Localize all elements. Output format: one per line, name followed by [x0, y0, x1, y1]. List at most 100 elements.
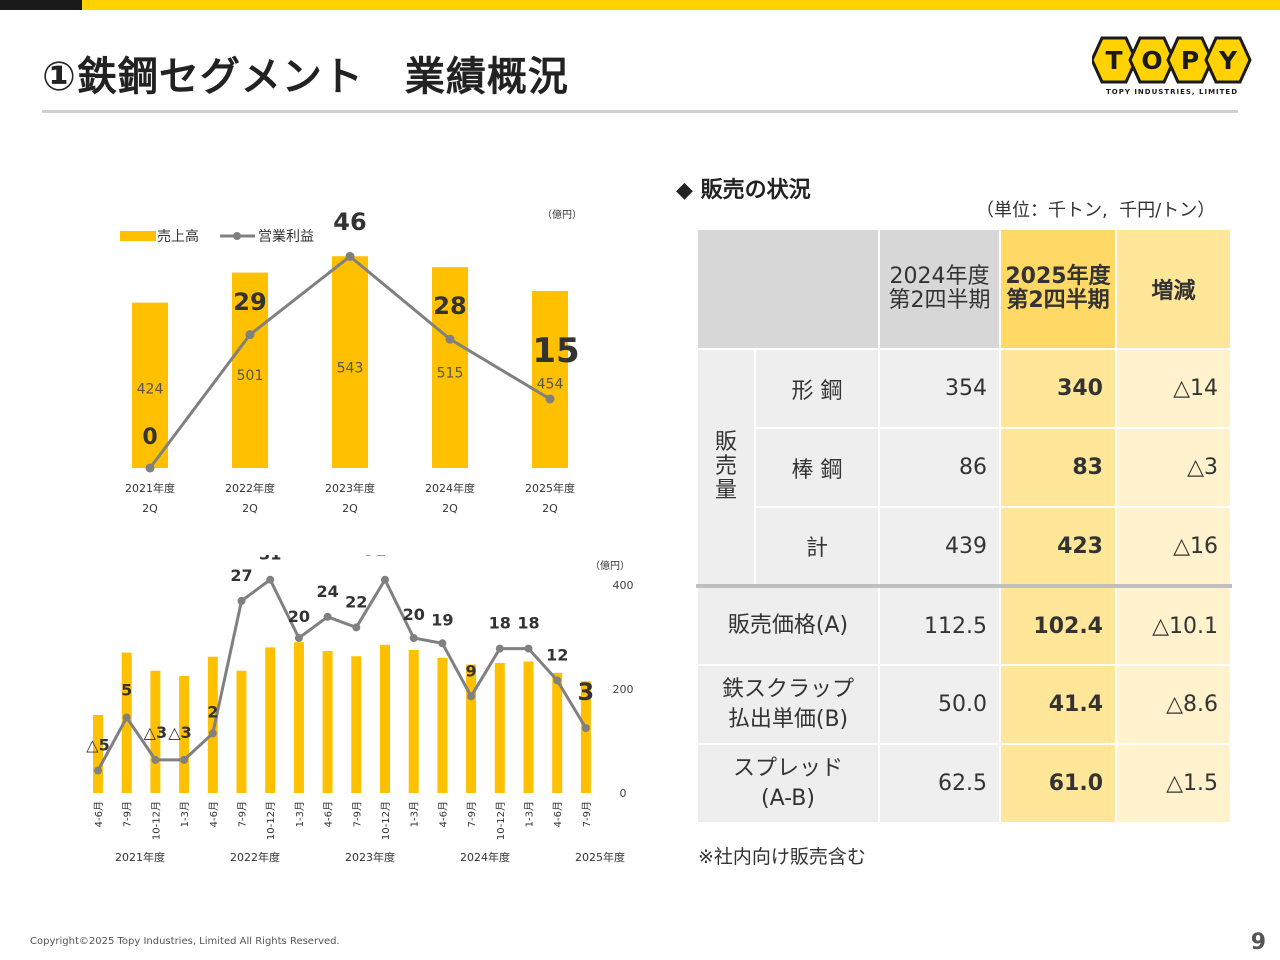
x-tick-label: 1-3月: [294, 801, 306, 827]
profit-point: [495, 644, 504, 653]
y-tick-label: 200: [613, 683, 634, 696]
profit-label: 12: [546, 645, 568, 664]
curr-value: 61.0: [999, 743, 1117, 824]
x-tick-label: 10-12月: [495, 801, 507, 840]
profit-label: 19: [431, 610, 453, 629]
sales-bar: [332, 256, 368, 468]
x-tick-label: 7-9月: [237, 801, 249, 827]
sales-bar: [437, 657, 448, 793]
x-tick-label: 2022年度: [225, 481, 275, 495]
sales-bar: [380, 644, 390, 793]
sales-table: 2024年度 第2四半期 2025年度 第2四半期 増減 販売量 形 鋼 354 3…: [696, 228, 1232, 824]
legend-bar-label: 売上高: [157, 228, 199, 245]
diff-value: △16: [1115, 506, 1232, 587]
prev-value: 439: [878, 506, 1001, 587]
x-tick-label: 4-6月: [552, 801, 564, 827]
logo-letter-o: O: [1141, 46, 1162, 75]
legend-line-marker: [233, 232, 241, 240]
prev-value: 112.5: [878, 584, 1001, 666]
profit-point: [122, 713, 131, 722]
sales-section-title: ◆ 販売の状況: [676, 178, 811, 203]
sales-bar: [322, 651, 333, 793]
profit-label: 22: [345, 592, 367, 611]
logo-subtitle: TOPY INDUSTRIES, LIMITED: [1106, 88, 1238, 96]
half-year-chart: 売上高 営業利益 （億円） 424 2021年度 2Q 501 2022年度 2Q 543 2…: [120, 208, 582, 515]
profit-point: [381, 575, 389, 584]
profit-point: [345, 251, 355, 261]
x-tick-label: 4-6月: [437, 801, 449, 827]
title-divider: [42, 110, 1238, 113]
profit-label: 24: [316, 582, 338, 601]
row-label: 計: [754, 506, 880, 587]
sales-footnote: ※社内向け販売含む: [698, 846, 866, 868]
profit-label: △3: [144, 723, 167, 742]
logo-letter-p: P: [1181, 46, 1199, 75]
chart1-unit: （億円）: [542, 208, 582, 221]
x-tick-label: 1-3月: [179, 801, 191, 827]
profit-point: [438, 639, 447, 648]
sales-bar: [523, 661, 534, 793]
sales-bar: [293, 642, 304, 793]
y-tick-label: 400: [613, 579, 634, 592]
sales-header-row: 2024年度 第2四半期 2025年度 第2四半期 増減: [696, 228, 1232, 350]
diff-value: △14: [1115, 348, 1232, 429]
sales-bar-label: 424: [137, 382, 164, 398]
profit-point: [266, 575, 275, 584]
row-label: 鉄スクラップ 払出単価(B): [696, 664, 880, 745]
profit-label: 0: [142, 425, 157, 450]
year-label: 2023年度: [345, 850, 395, 864]
profit-point: [467, 692, 476, 701]
sales-bar: [179, 676, 190, 793]
profit-point: [145, 463, 155, 473]
diff-value: △3: [1115, 427, 1232, 508]
diff-value: △10.1: [1115, 584, 1232, 666]
row-label: 棒 鋼: [754, 427, 880, 508]
table-row: スプレッド (A-B) 62.5 61.0 △1.5: [696, 743, 1232, 824]
year-label: 2025年度: [575, 850, 625, 864]
x-tick-label: 4-6月: [208, 801, 220, 827]
header-empty-cell: [696, 228, 880, 350]
x-tick-label: 2024年度: [425, 481, 475, 495]
logo-letter-t: T: [1105, 46, 1122, 75]
profit-label: 27: [230, 566, 252, 585]
profit-point: [294, 634, 303, 642]
legend-line-label: 営業利益: [258, 229, 314, 245]
sales-bar: [150, 670, 161, 793]
top-bar-yellow: [82, 0, 1280, 10]
profit-line: [96, 576, 588, 772]
x-tick-label: 2Q: [142, 502, 158, 515]
profit-label: 2: [207, 702, 218, 721]
profit-label: 31: [259, 555, 281, 564]
sales-bar: [132, 302, 168, 468]
sales-bar: [494, 663, 505, 793]
profit-label: △5: [86, 736, 109, 755]
row-label: 販売価格(A): [696, 584, 880, 666]
profit-label: 28: [433, 292, 466, 320]
diff-value: △8.6: [1115, 664, 1232, 745]
profit-point: [409, 634, 418, 642]
table-row: 棒 鋼 86 83 △3: [697, 427, 1232, 508]
profit-point: [94, 766, 102, 775]
profit-label: 18: [489, 614, 511, 633]
sales-bar-label: 515: [437, 366, 464, 382]
volume-group-label: 販売量: [696, 348, 756, 587]
sales-bar: [580, 681, 591, 793]
table-row: 販売価格(A) 112.5 102.4 △10.1: [696, 584, 1232, 666]
sales-bar: [351, 656, 362, 793]
sales-bar: [532, 290, 568, 468]
x-tick-label: 1-3月: [409, 801, 421, 827]
y-tick-label: 0: [620, 787, 627, 800]
curr-value: 83: [999, 427, 1117, 508]
prev-value: 50.0: [878, 664, 1001, 745]
profit-point: [323, 612, 332, 621]
page-number: 9: [1250, 930, 1266, 955]
legend-bar-swatch: [120, 231, 156, 241]
sales-bar-label: 501: [237, 368, 264, 384]
sales-bar: [232, 272, 268, 468]
profit-point: [445, 334, 455, 344]
table-row: 販売量 形 鋼 354 340 △14: [696, 348, 1232, 587]
x-tick-label: 2Q: [442, 502, 458, 515]
profit-label: 20: [288, 607, 310, 626]
profit-label: 31: [364, 555, 386, 560]
sales-unit-note: （単位：千トン, 千円/トン）: [976, 200, 1216, 221]
